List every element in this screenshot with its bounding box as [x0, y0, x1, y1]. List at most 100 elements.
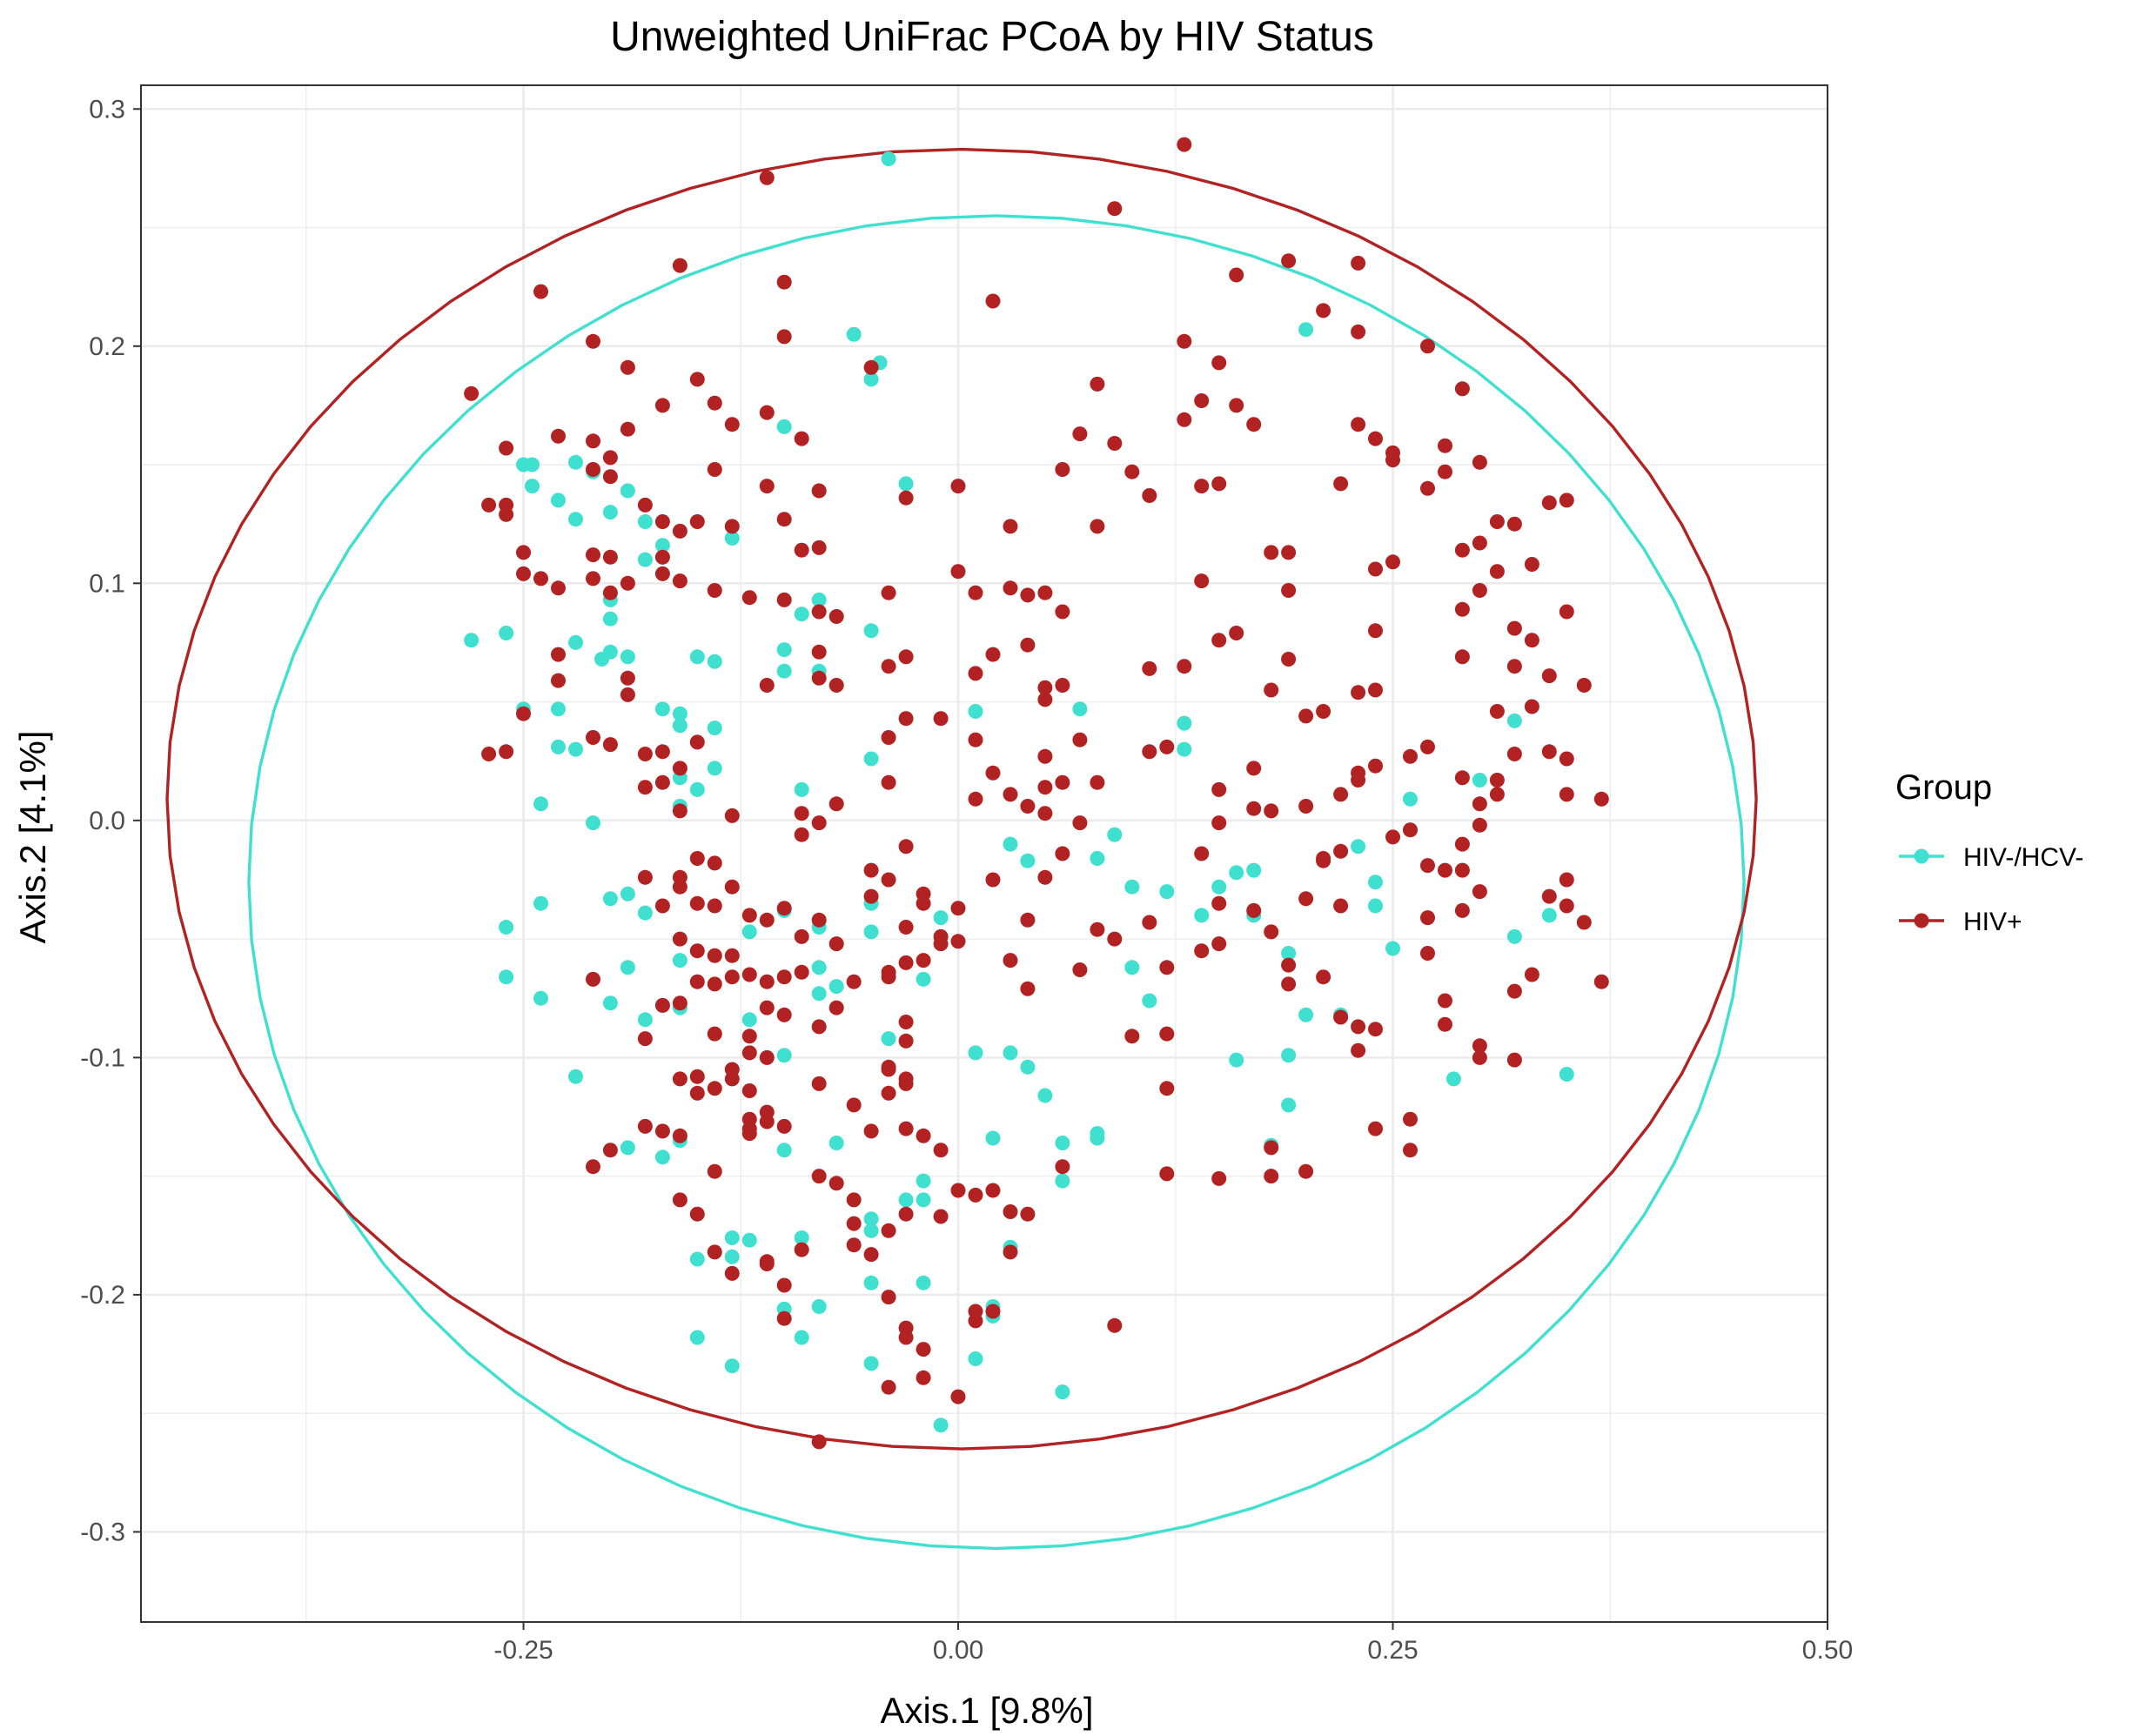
data-point [620, 483, 635, 499]
data-point [916, 971, 931, 987]
data-point [1107, 1317, 1123, 1333]
data-point [1351, 1042, 1366, 1058]
chart-title: Unweighted UniFrac PCoA by HIV Status [610, 14, 1374, 60]
data-point [707, 1081, 722, 1096]
data-point [741, 1012, 757, 1028]
data-point [602, 644, 618, 660]
data-point [637, 1118, 653, 1134]
data-point [916, 953, 931, 969]
data-point [1107, 201, 1123, 217]
data-point [1072, 426, 1088, 442]
data-point [1298, 1163, 1314, 1179]
data-point [1246, 902, 1262, 918]
data-point [1524, 633, 1539, 648]
data-point [637, 497, 653, 513]
data-point [1506, 620, 1522, 636]
data-point [689, 1069, 705, 1084]
data-point [1281, 957, 1297, 973]
data-point [602, 995, 618, 1011]
data-point [828, 796, 844, 812]
data-point [1298, 799, 1314, 814]
data-point [1559, 1067, 1574, 1082]
data-point [1368, 875, 1383, 890]
data-point [1281, 976, 1297, 992]
data-point [620, 649, 635, 665]
data-point [1177, 715, 1192, 731]
data-point [533, 284, 548, 299]
data-point [1142, 915, 1157, 930]
data-point [707, 761, 722, 776]
data-point [1107, 436, 1123, 451]
data-point [1524, 967, 1539, 982]
data-point [898, 1033, 914, 1049]
data-point [1454, 770, 1470, 786]
data-point [846, 1192, 862, 1208]
data-point [1420, 338, 1435, 354]
data-point [1333, 476, 1349, 492]
legend: Group HIV-/HCV- HIV+ [1895, 768, 2083, 936]
data-point [672, 573, 687, 589]
data-point [985, 647, 1001, 662]
data-point [1090, 376, 1105, 392]
data-point [1264, 545, 1279, 560]
data-point [724, 1230, 740, 1245]
data-point [846, 1237, 862, 1253]
data-point [1351, 1019, 1366, 1035]
data-point [672, 523, 687, 539]
data-point [551, 673, 566, 688]
data-point [654, 997, 670, 1013]
data-point [741, 1083, 757, 1098]
data-point [499, 744, 514, 760]
data-point [759, 912, 775, 928]
data-point [586, 333, 600, 349]
data-point [950, 564, 966, 580]
data-point [1333, 1009, 1349, 1025]
data-point [811, 1434, 827, 1450]
data-point [499, 969, 514, 985]
data-point [1368, 623, 1383, 639]
data-point [811, 960, 827, 975]
data-point [985, 1183, 1001, 1198]
data-point [672, 258, 687, 273]
data-point [689, 895, 705, 911]
data-point [602, 505, 618, 520]
data-point [689, 974, 705, 989]
y-tick-label: -0.3 [80, 1518, 125, 1546]
data-point [1211, 476, 1227, 492]
data-point [1351, 839, 1366, 855]
data-point [794, 1242, 809, 1257]
data-point [1403, 822, 1418, 838]
data-point [1368, 561, 1383, 577]
data-point [1055, 462, 1070, 477]
data-point [637, 780, 653, 795]
data-point [1211, 1170, 1227, 1186]
data-point [776, 1143, 792, 1158]
data-point [1124, 1029, 1140, 1044]
data-point [672, 706, 687, 721]
data-point [1246, 417, 1262, 432]
data-point [1454, 542, 1470, 558]
data-point [1211, 936, 1227, 952]
data-point [863, 1123, 879, 1139]
data-point [1055, 1384, 1070, 1400]
data-point [1194, 943, 1210, 959]
legend-label: HIV-/HCV- [1963, 843, 2083, 872]
data-point [1368, 758, 1383, 774]
data-point [1506, 747, 1522, 761]
data-point [985, 1304, 1001, 1319]
data-point [1298, 322, 1314, 338]
data-point [551, 647, 566, 662]
data-point [689, 1085, 705, 1101]
data-point [1524, 557, 1539, 572]
data-point [1229, 1052, 1244, 1068]
data-point [1420, 946, 1435, 961]
data-point [741, 908, 757, 923]
data-point [950, 1389, 966, 1404]
data-point [620, 960, 635, 975]
data-point [525, 457, 540, 473]
data-point [898, 920, 914, 935]
data-point [1003, 953, 1018, 969]
data-point [1438, 1016, 1452, 1032]
data-point [811, 1169, 827, 1184]
y-tick-label: 0.0 [89, 807, 125, 835]
